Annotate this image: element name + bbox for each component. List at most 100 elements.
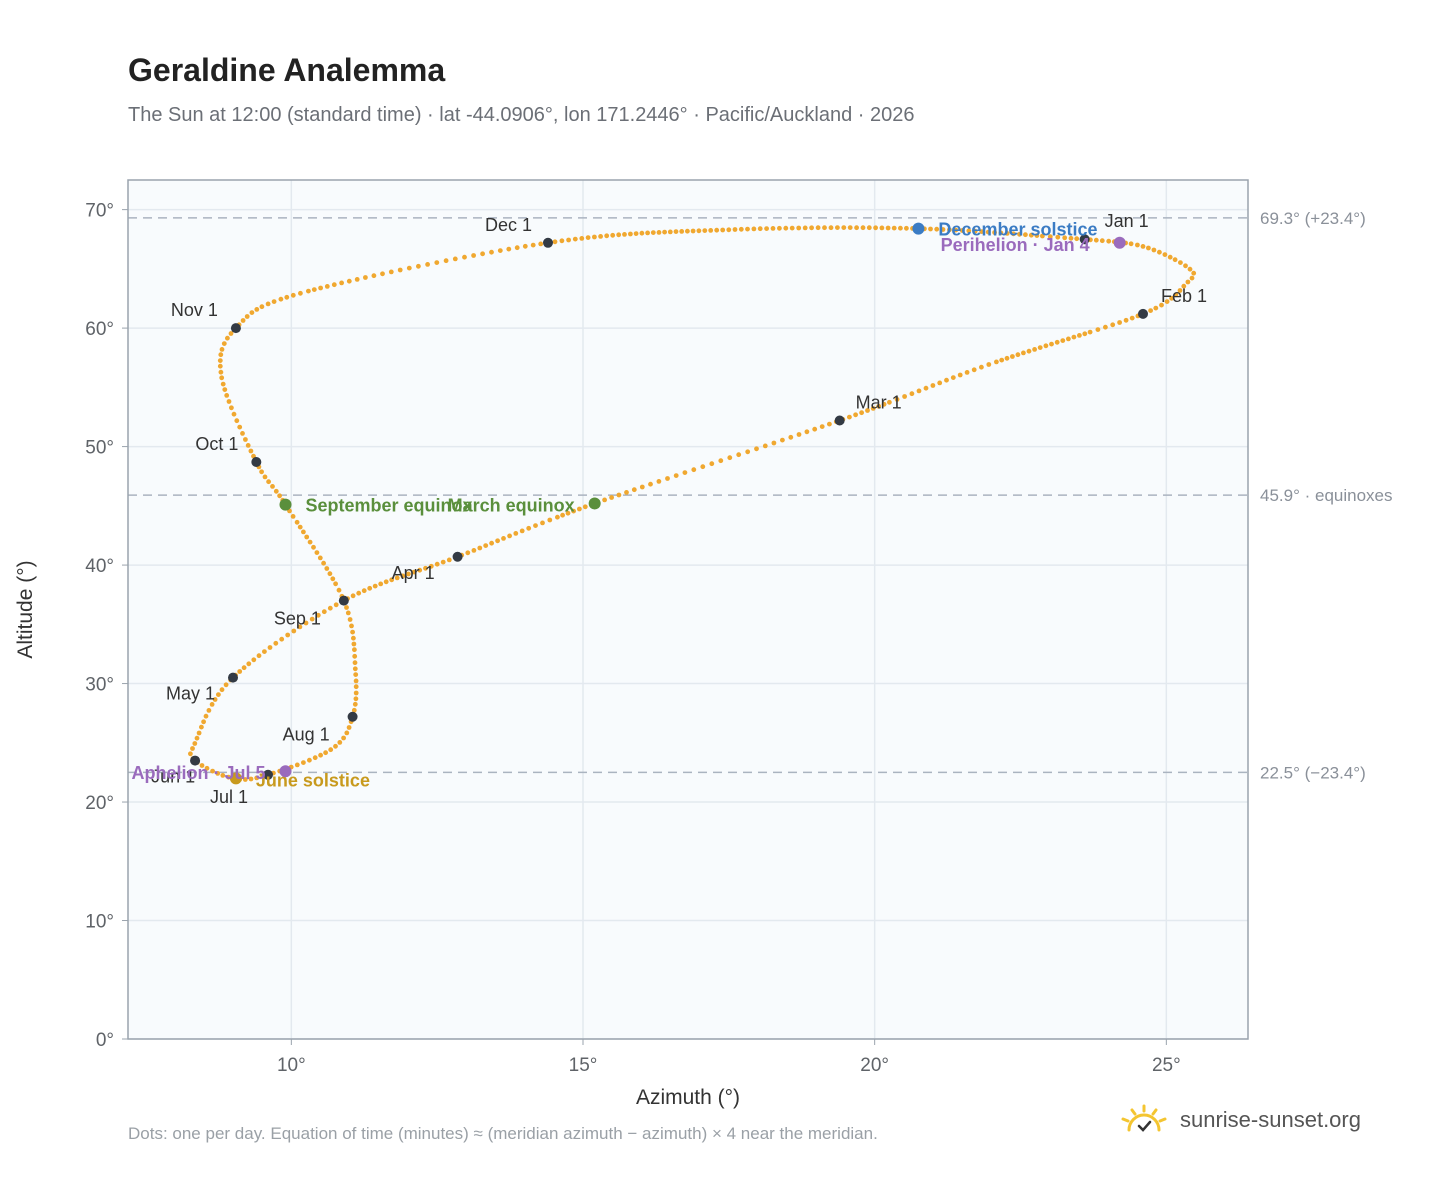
event-label: June solstice bbox=[256, 770, 370, 790]
day-dot bbox=[352, 647, 357, 653]
day-dot bbox=[572, 236, 578, 242]
day-dot bbox=[691, 467, 697, 473]
day-dot bbox=[271, 299, 277, 304]
day-dot bbox=[639, 230, 645, 236]
day-dot bbox=[206, 708, 212, 713]
day-dot bbox=[425, 262, 430, 267]
day-dot bbox=[809, 225, 814, 231]
day-dot bbox=[1077, 333, 1082, 338]
day-dot bbox=[354, 277, 360, 282]
day-dot bbox=[1164, 299, 1170, 304]
day-dot bbox=[278, 296, 284, 302]
day-dot bbox=[764, 226, 769, 232]
day-dot bbox=[1099, 238, 1105, 244]
day-dot bbox=[242, 777, 248, 782]
day-dot bbox=[317, 555, 323, 561]
day-dot bbox=[371, 273, 377, 279]
day-dot bbox=[571, 508, 576, 514]
day-dot bbox=[350, 593, 356, 599]
day-dot bbox=[249, 310, 255, 315]
day-dot bbox=[477, 545, 483, 551]
day-dot bbox=[353, 684, 359, 690]
day-dot bbox=[1028, 232, 1034, 238]
day-dot bbox=[341, 735, 346, 741]
day-dot bbox=[1026, 348, 1032, 354]
day-dot bbox=[1047, 234, 1053, 240]
month-label: May 1 bbox=[166, 684, 215, 704]
day-dot bbox=[645, 230, 650, 236]
day-dot bbox=[916, 388, 922, 394]
day-dot bbox=[788, 434, 794, 440]
day-dot bbox=[1128, 241, 1134, 247]
brand-name: sunrise-sunset.org bbox=[1180, 1107, 1361, 1132]
day-dot bbox=[566, 237, 571, 243]
event-label: March equinox bbox=[448, 495, 575, 515]
day-dot bbox=[228, 331, 234, 336]
day-dot bbox=[690, 228, 696, 234]
y-tick-label: 30° bbox=[85, 675, 114, 696]
month-label: Jan 1 bbox=[1105, 211, 1149, 231]
day-dot bbox=[865, 408, 870, 413]
brand[interactable]: sunrise-sunset.org bbox=[1120, 1104, 1361, 1136]
day-dot bbox=[771, 440, 777, 446]
day-dot bbox=[497, 248, 503, 254]
day-dot bbox=[1037, 345, 1043, 350]
day-dot bbox=[219, 347, 225, 352]
day-dot bbox=[1173, 292, 1179, 298]
month-marker bbox=[834, 415, 845, 426]
day-dot bbox=[812, 426, 818, 432]
day-dot bbox=[351, 641, 357, 647]
day-dot bbox=[434, 260, 440, 265]
day-dot bbox=[506, 246, 512, 252]
day-dot bbox=[610, 232, 616, 238]
day-dot bbox=[633, 231, 639, 237]
day-dot bbox=[266, 479, 271, 485]
day-dot bbox=[560, 512, 565, 518]
day-dot bbox=[339, 280, 344, 286]
day-dot bbox=[1157, 249, 1162, 255]
day-dot bbox=[350, 629, 355, 635]
day-dot bbox=[1189, 275, 1195, 281]
day-dot bbox=[423, 565, 428, 571]
event-marker bbox=[279, 498, 292, 511]
day-dot bbox=[930, 383, 936, 388]
month-marker bbox=[228, 672, 238, 683]
day-dot bbox=[311, 287, 317, 292]
day-dot bbox=[985, 229, 991, 235]
day-dot bbox=[219, 375, 225, 381]
day-dot bbox=[290, 514, 296, 519]
day-dot bbox=[998, 230, 1004, 236]
day-dot bbox=[294, 519, 300, 525]
day-dot bbox=[656, 230, 662, 235]
month-marker bbox=[1138, 308, 1148, 319]
day-dot bbox=[1117, 320, 1122, 325]
day-dot bbox=[1159, 302, 1164, 308]
day-dot bbox=[212, 697, 218, 702]
day-dot bbox=[501, 536, 506, 541]
day-dot bbox=[1148, 308, 1153, 313]
day-dot bbox=[959, 228, 965, 233]
day-dot bbox=[582, 504, 588, 510]
day-dot bbox=[696, 228, 702, 234]
day-dot bbox=[1062, 235, 1068, 241]
day-dot bbox=[796, 225, 802, 231]
day-dot bbox=[248, 776, 254, 782]
event-label: Perihelion · Jan 4 bbox=[941, 235, 1090, 255]
day-dot bbox=[1055, 234, 1061, 240]
day-dot bbox=[650, 230, 656, 236]
day-dot bbox=[979, 229, 985, 235]
day-dot bbox=[452, 256, 458, 262]
day-dot bbox=[1015, 352, 1021, 358]
day-dot bbox=[1082, 331, 1088, 337]
day-dot bbox=[622, 232, 627, 237]
day-dot bbox=[244, 314, 250, 319]
x-tick-label: 10° bbox=[277, 1055, 306, 1076]
day-dot bbox=[667, 229, 673, 235]
day-dot bbox=[298, 290, 303, 296]
day-dot bbox=[894, 397, 900, 402]
day-dot bbox=[986, 362, 992, 367]
day-dot bbox=[434, 561, 440, 567]
day-dot bbox=[624, 490, 629, 495]
day-dot bbox=[616, 232, 622, 238]
day-dot bbox=[552, 239, 558, 245]
